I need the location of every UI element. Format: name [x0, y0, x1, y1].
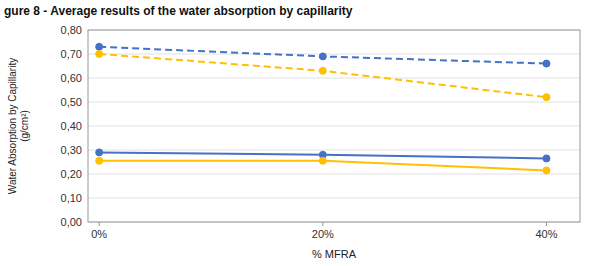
x-tick — [322, 222, 323, 226]
x-tick-label: 0% — [91, 228, 107, 240]
series-point — [96, 157, 103, 164]
y-axis-label: Water Absorption by Capillarity(g/cm²) — [7, 58, 30, 194]
x-tick — [99, 222, 100, 226]
series-point — [96, 51, 103, 58]
grid-line — [88, 54, 580, 55]
y-tick-label: 0,10 — [61, 192, 82, 204]
grid-line — [88, 150, 580, 151]
title: gure 8 - Average results of the water ab… — [4, 4, 353, 18]
series-point — [543, 155, 550, 162]
series-point — [96, 149, 103, 156]
y-tick-label: 0,80 — [61, 24, 82, 36]
y-tick-label: 0,30 — [61, 144, 82, 156]
y-tick-label: 0,70 — [61, 48, 82, 60]
grid-line — [88, 78, 580, 79]
series-line — [99, 54, 546, 97]
y-tick-label: 0,00 — [61, 216, 82, 228]
y-tick-label: 0,60 — [61, 72, 82, 84]
chart: 0,00 0,10 0,20 0,30 0,40 0,50 0,60 0,70 0,80 0% 20… — [0, 0, 594, 266]
series-point — [319, 53, 326, 60]
series-point — [319, 67, 326, 74]
grid-line — [88, 198, 580, 199]
series-point — [319, 157, 326, 164]
grid-line — [88, 102, 580, 103]
plot-frame — [88, 30, 580, 222]
series-line — [99, 47, 546, 64]
series-point — [96, 43, 103, 50]
x-tick-label: 20% — [312, 228, 334, 240]
y-tick-label: 0,40 — [61, 120, 82, 132]
grid-line — [88, 174, 580, 175]
y-tick-label: 0,50 — [61, 96, 82, 108]
y-tick-label: 0,20 — [61, 168, 82, 180]
x-tick-label: 40% — [535, 228, 557, 240]
series-point — [543, 94, 550, 101]
page: {"chart_data": {"type": "line", "title":… — [0, 0, 594, 266]
series-point — [543, 60, 550, 67]
series-group — [96, 43, 550, 174]
grid-line — [88, 126, 580, 127]
x-tick — [546, 222, 547, 226]
series-point — [543, 167, 550, 174]
x-axis-label: % MFRA — [312, 248, 357, 260]
